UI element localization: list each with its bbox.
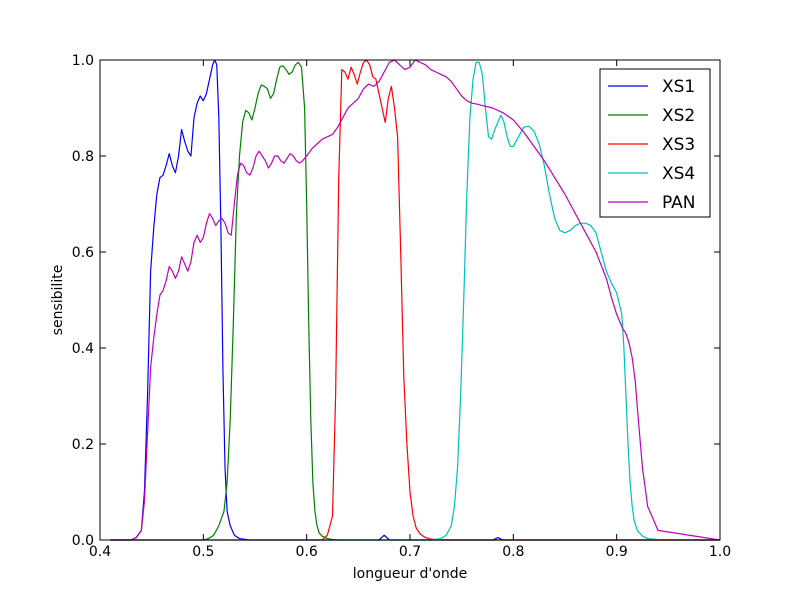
legend-label-xs4: XS4	[662, 164, 695, 184]
series-line-xs3	[110, 59, 720, 541]
x-tick-label: 0.9	[606, 544, 628, 560]
x-axis-label: longueur d'onde	[353, 566, 467, 582]
series-line-pan	[110, 59, 721, 541]
legend-label-xs2: XS2	[662, 106, 695, 126]
y-tick-label: 0.0	[72, 533, 94, 549]
y-axis-label: sensibilite	[50, 265, 66, 336]
legend: XS1 XS2 XS3 XS4 PAN	[599, 68, 711, 218]
x-tick-label: 0.5	[192, 544, 214, 560]
x-tick-label: 0.8	[502, 544, 524, 560]
legend-frame	[599, 68, 711, 218]
tick-layer: 0.4 0.5 0.6 0.7 0.8 0.9 1.0 0.0 0.2 0.4 0.6 0.8 1.0	[72, 53, 731, 560]
x-tick-label: 0.6	[296, 544, 318, 560]
legend-label-xs3: XS3	[662, 135, 695, 155]
x-tick-label: 0.4	[89, 544, 111, 560]
y-tick-label: 0.2	[72, 437, 94, 453]
x-tick-label: 0.7	[399, 544, 421, 560]
legend-label-pan: PAN	[662, 193, 696, 213]
y-tick-label: 0.4	[72, 341, 94, 357]
y-tick-label: 0.8	[72, 149, 94, 165]
x-tick-label: 1.0	[709, 544, 731, 560]
series-line-xs4	[110, 61, 721, 541]
y-tick-label: 1.0	[72, 53, 94, 69]
series-line-xs2	[110, 61, 720, 541]
legend-label-xs1: XS1	[662, 77, 695, 97]
y-tick-label: 0.6	[72, 245, 94, 261]
